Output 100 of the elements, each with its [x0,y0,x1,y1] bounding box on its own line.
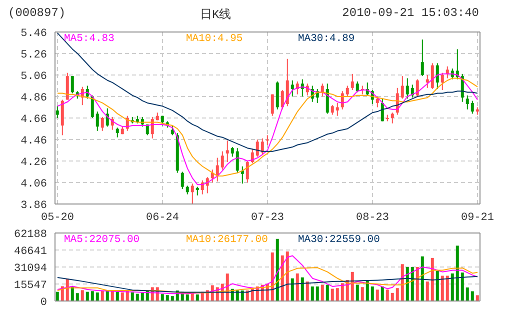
x-tick-label: 09-21 [460,212,494,224]
x-tick-label: 05-20 [40,212,74,224]
candlestick [190,183,194,204]
candlestick [416,78,419,97]
bar [300,277,304,301]
candlestick [230,146,234,158]
candlestick [270,94,274,116]
bar [196,294,199,301]
x-tick-label: 06-24 [146,212,180,224]
candlestick [430,62,434,90]
y-tick-label: 5.06 [20,70,47,83]
bar [400,264,404,301]
candlestick [420,39,424,77]
candlestick [220,150,224,170]
candlestick [246,160,249,183]
text: MA5:22075.00 [64,234,140,246]
chart-subtitle: 2010-09-21 15:03:40 [342,6,479,20]
candlestick [266,134,269,146]
candlestick [100,116,104,132]
text: MA10:4.95 [186,33,243,45]
bar [270,252,274,301]
candlestick [326,83,329,114]
bar [186,294,189,301]
bar [96,292,99,301]
text: MA30:4.89 [298,33,355,45]
bar [290,278,294,301]
candlestick [336,102,339,116]
bar [320,284,324,301]
bar [76,293,79,301]
bar [396,288,399,301]
candlestick [286,58,289,107]
bar [296,273,299,301]
candlestick [356,80,359,93]
bar [446,276,449,301]
candlestick [426,74,429,88]
y-tick-label: 4.86 [20,92,47,104]
bar [370,286,374,301]
bar [470,291,474,301]
bar [86,292,89,301]
y-tick-label: 3.86 [20,200,47,212]
y-tick-label: 4.66 [20,114,47,126]
candlestick [376,96,379,108]
candlestick [330,104,334,116]
bar [376,290,379,301]
y-tick-label: 4.26 [20,156,47,169]
y-tick-label: 5.46 [20,28,47,40]
text: MA10:26177.00 [186,234,268,246]
candlestick [436,62,439,90]
bar [436,270,439,301]
bar [360,287,364,301]
bar [350,272,354,301]
y-tick-label: 15547 [14,280,47,292]
bar [160,294,164,301]
text: (000897) [8,6,66,20]
bar [80,290,84,301]
bar [356,284,359,301]
bar [460,272,464,301]
y-tick-label: 31094 [14,262,48,275]
candlestick [96,111,99,132]
bar [276,238,279,301]
candlestick [56,106,59,118]
x-tick-label: 08-23 [356,212,390,224]
candlestick [106,108,109,128]
candlestick [290,80,294,97]
candlestick [116,127,119,138]
bar [130,292,134,301]
candlestick [350,73,354,91]
bar [340,283,344,301]
bar [116,292,119,301]
bar [466,287,469,301]
bar [136,294,139,301]
bar [430,258,434,301]
candlestick [216,157,219,182]
bar [476,295,479,301]
candlestick [390,112,394,124]
bar [330,288,334,301]
candlestick [400,76,404,100]
candlestick [66,72,69,100]
bar [90,291,94,301]
bar [286,251,289,301]
y-tick-label: 0 [40,296,47,309]
bar [450,273,454,301]
candlestick [226,140,229,163]
bar [386,290,389,301]
candlestick [440,72,444,91]
candlestick [470,100,474,114]
candlestick [280,90,284,110]
candlestick [90,94,94,118]
candlestick [260,138,264,156]
chart-title: 日K线 [200,7,232,23]
y-tick-label: 46641 [14,246,48,258]
bar [326,284,329,301]
bar [456,246,459,301]
line-series [57,276,478,293]
candlestick [466,94,469,110]
bar [316,286,319,301]
y-tick-label: 4.06 [20,178,47,190]
bar [166,295,169,301]
bar [336,288,339,301]
text: MA5:4.83 [64,33,114,45]
